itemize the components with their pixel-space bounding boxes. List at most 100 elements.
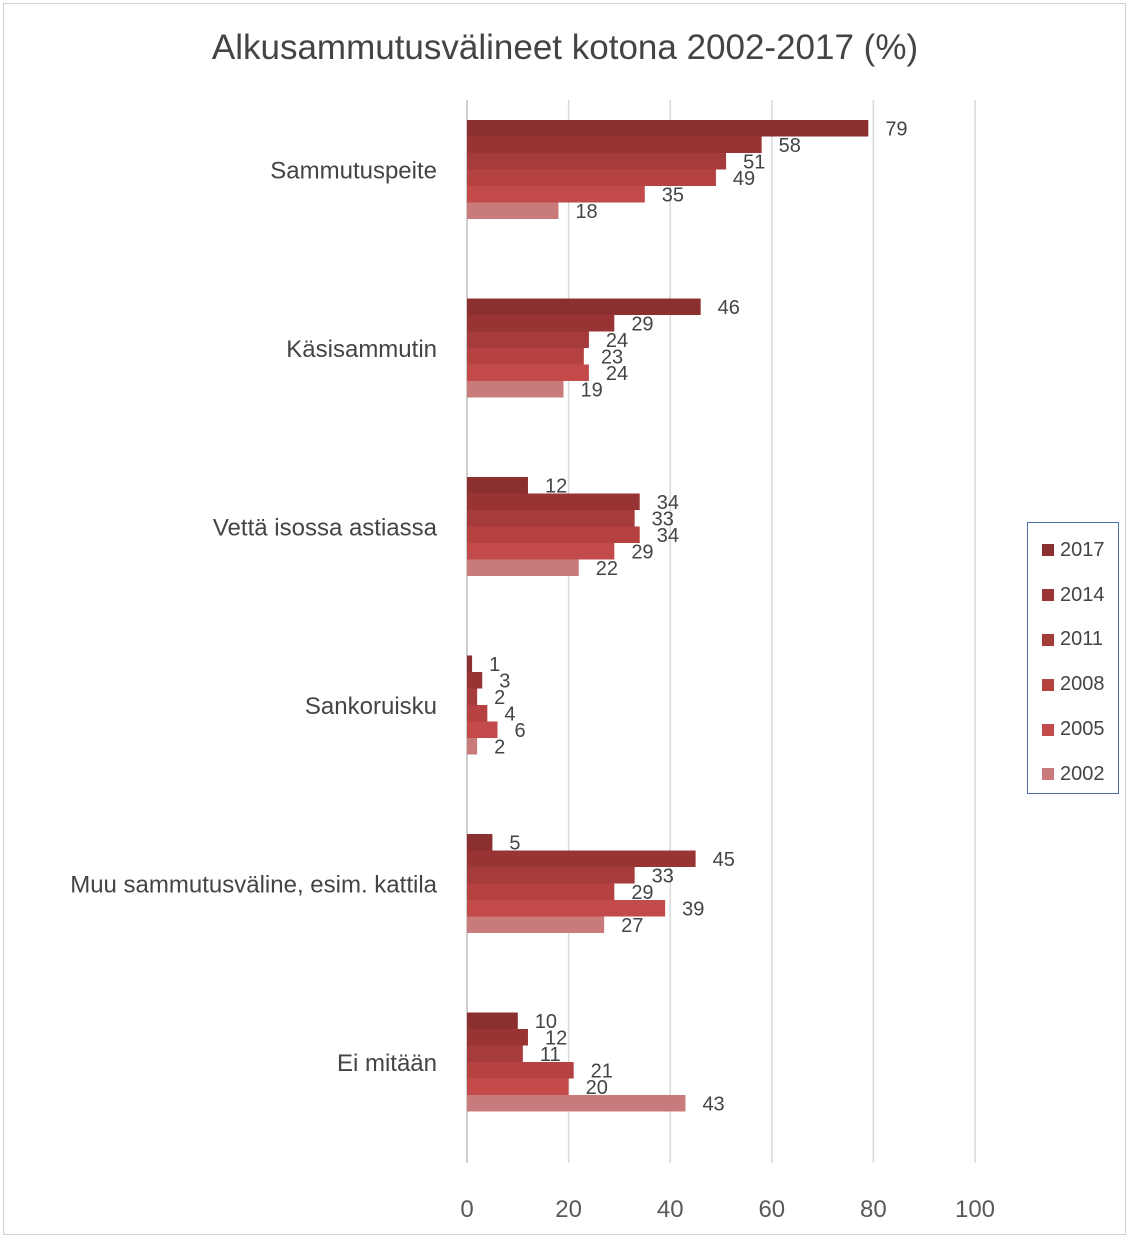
legend-swatch — [1042, 633, 1054, 646]
data-label: 12 — [545, 475, 567, 497]
bar — [467, 331, 589, 348]
data-label: 34 — [657, 492, 679, 514]
category-label: Sankoruisku — [305, 693, 437, 720]
legend-swatch — [1042, 768, 1054, 781]
category-label: Sammutuspeite — [270, 158, 437, 185]
data-label: 24 — [606, 330, 628, 352]
category-label: Käsisammutin — [286, 336, 437, 363]
data-label: 35 — [662, 184, 684, 206]
x-tick-label: 40 — [657, 1196, 684, 1223]
bar — [467, 705, 488, 722]
bar — [467, 202, 559, 219]
bar — [467, 834, 493, 851]
data-label: 24 — [606, 363, 628, 385]
data-label: 21 — [591, 1060, 613, 1082]
bar — [467, 543, 615, 560]
legend-item: 2011 — [1028, 618, 1118, 663]
x-tick-label: 60 — [758, 1196, 785, 1223]
legend-label: 2002 — [1060, 762, 1105, 785]
data-label: 10 — [535, 1011, 557, 1033]
data-label: 19 — [581, 379, 603, 401]
legend-item: 2005 — [1028, 707, 1118, 752]
category-label: Muu sammutusväline, esim. kattila — [70, 872, 437, 899]
bar — [467, 900, 666, 917]
legend-swatch — [1042, 678, 1054, 691]
bar — [467, 672, 483, 689]
data-label: 20 — [586, 1077, 608, 1099]
data-label: 1 — [489, 654, 500, 676]
data-label: 34 — [657, 525, 679, 547]
data-label: 12 — [545, 1027, 567, 1049]
bar — [467, 186, 645, 203]
data-label: 58 — [779, 135, 801, 157]
data-label: 43 — [702, 1093, 724, 1115]
category-label: Ei mitään — [337, 1050, 437, 1077]
bar — [467, 1045, 523, 1062]
data-label: 3 — [499, 670, 510, 692]
bar — [467, 136, 762, 153]
legend-label: 2017 — [1060, 538, 1105, 561]
data-label: 27 — [621, 915, 643, 937]
data-label: 45 — [713, 849, 735, 871]
data-label: 39 — [682, 898, 704, 920]
bar — [467, 169, 716, 186]
x-tick-label: 80 — [860, 1196, 887, 1223]
data-label: 49 — [733, 168, 755, 190]
bar — [467, 493, 640, 510]
category-label: Vettä isossa astiassa — [213, 515, 438, 542]
data-label: 46 — [718, 297, 740, 319]
legend-item: 2002 — [1028, 752, 1118, 797]
bar — [467, 1095, 686, 1112]
data-label: 18 — [575, 201, 597, 223]
x-tick-label: 0 — [460, 1196, 473, 1223]
bar — [467, 315, 615, 332]
x-tick-label: 20 — [555, 1196, 582, 1223]
legend-swatch — [1042, 723, 1054, 736]
bar — [467, 883, 615, 900]
bar — [467, 655, 473, 672]
bar — [467, 381, 564, 398]
data-label: 2 — [494, 736, 505, 758]
bar — [467, 559, 579, 576]
data-label: 6 — [514, 720, 525, 742]
bar — [467, 526, 640, 543]
x-tick-label: 100 — [955, 1196, 995, 1223]
data-label: 33 — [652, 508, 674, 530]
legend-item: 2008 — [1028, 662, 1118, 707]
bar — [467, 153, 727, 170]
legend-swatch — [1042, 589, 1054, 602]
data-label: 29 — [631, 313, 653, 335]
bar — [467, 1029, 528, 1046]
bar — [467, 916, 605, 933]
bar — [467, 721, 498, 738]
bar — [467, 1062, 574, 1079]
data-label: 29 — [631, 882, 653, 904]
bar — [467, 738, 478, 755]
data-label: 51 — [743, 151, 765, 173]
bar — [467, 364, 589, 381]
chart-title: Alkusammutusvälineet kotona 2002-2017 (%… — [211, 28, 919, 67]
chart-legend: 2017 2014 2011 2008 2005 2002 — [1027, 522, 1119, 794]
bar — [467, 850, 696, 867]
data-label: 79 — [885, 118, 907, 140]
data-label: 11 — [540, 1044, 561, 1066]
chart-frame — [3, 3, 1126, 1235]
bar — [467, 688, 478, 705]
data-label: 5 — [509, 832, 520, 854]
legend-label: 2011 — [1060, 628, 1104, 651]
data-label: 4 — [504, 703, 515, 725]
legend-swatch — [1042, 544, 1054, 557]
bar — [467, 120, 869, 137]
bar — [467, 477, 528, 494]
bar — [467, 510, 635, 527]
legend-item: 2017 — [1028, 528, 1118, 573]
data-label: 33 — [652, 865, 674, 887]
legend-item: 2014 — [1028, 573, 1118, 618]
bar — [467, 1078, 569, 1095]
data-label: 23 — [601, 346, 623, 368]
legend-label: 2005 — [1060, 718, 1105, 741]
legend-label: 2008 — [1060, 673, 1105, 696]
data-label: 29 — [631, 541, 653, 563]
bar — [467, 1012, 518, 1029]
